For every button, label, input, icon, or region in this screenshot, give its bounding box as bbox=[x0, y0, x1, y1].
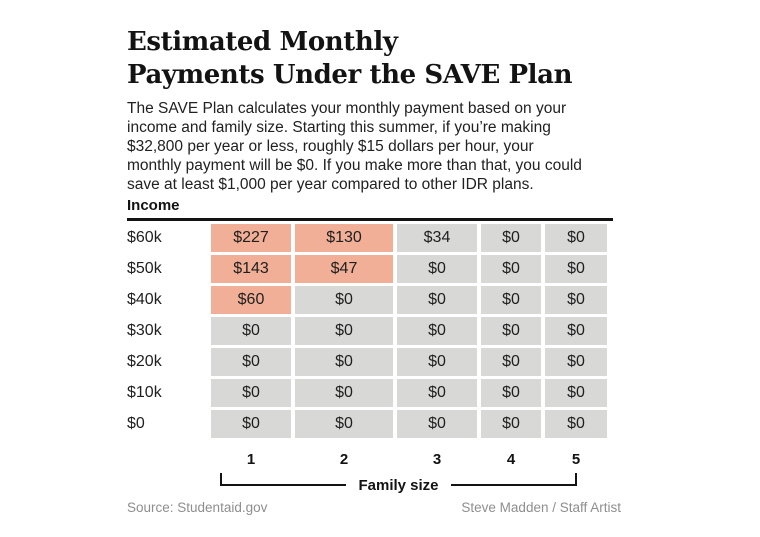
payment-cell: $0 bbox=[397, 410, 477, 438]
description-line: monthly payment will be $0. If you make … bbox=[127, 157, 582, 174]
footer: Source: Studentaid.gov Steve Madden / St… bbox=[127, 500, 621, 515]
family-size-tick: 3 bbox=[432, 450, 442, 468]
payment-cell: $34 bbox=[397, 224, 477, 252]
payment-cell: $0 bbox=[545, 255, 607, 283]
payment-cell: $0 bbox=[397, 317, 477, 345]
family-size-tick: 4 bbox=[506, 450, 516, 468]
payment-cell: $0 bbox=[481, 224, 541, 252]
payment-cell: $0 bbox=[545, 224, 607, 252]
payment-cell: $0 bbox=[295, 317, 393, 345]
income-axis-label: Income bbox=[127, 197, 180, 214]
payment-cell: $0 bbox=[481, 317, 541, 345]
payment-cell: $0 bbox=[295, 379, 393, 407]
source-credit: Source: Studentaid.gov bbox=[127, 500, 268, 515]
description-line: save at least $1,000 per year compared t… bbox=[127, 176, 534, 193]
payment-cell: $0 bbox=[211, 379, 291, 407]
income-row-label: $30k bbox=[127, 322, 162, 339]
chart-description: The SAVE Plan calculates your monthly pa… bbox=[127, 99, 627, 194]
payment-cell: $227 bbox=[211, 224, 291, 252]
payment-cell: $143 bbox=[211, 255, 291, 283]
income-row-label: $20k bbox=[127, 353, 162, 370]
graphic-content: Estimated Monthly Payments Under the SAV… bbox=[127, 26, 627, 493]
payment-cell: $60 bbox=[211, 286, 291, 314]
income-row-label: $40k bbox=[127, 291, 162, 308]
family-size-tick: 1 bbox=[246, 450, 256, 468]
payment-cell: $0 bbox=[481, 286, 541, 314]
payment-cell: $0 bbox=[397, 255, 477, 283]
payment-table: $60k $227 $130 $34 $0 $0 $50k $143 $47 $… bbox=[127, 224, 607, 468]
payment-cell: $0 bbox=[545, 410, 607, 438]
income-row-label: $60k bbox=[127, 229, 162, 246]
payment-cell: $0 bbox=[545, 286, 607, 314]
chart-title: Estimated Monthly Payments Under the SAV… bbox=[127, 26, 627, 92]
income-row-label: $10k bbox=[127, 384, 162, 401]
bracket-right-line bbox=[450, 473, 578, 486]
chart-title-line-1: Estimated Monthly bbox=[127, 27, 398, 57]
payment-cell: $0 bbox=[295, 410, 393, 438]
payment-cell: $0 bbox=[211, 317, 291, 345]
artist-credit: Steve Madden / Staff Artist bbox=[461, 500, 621, 515]
payment-cell: $0 bbox=[397, 286, 477, 314]
family-size-tick: 5 bbox=[571, 450, 581, 468]
payment-cell: $0 bbox=[295, 348, 393, 376]
axis-spacer bbox=[127, 441, 207, 459]
payment-cell: $0 bbox=[397, 348, 477, 376]
payment-cell: $130 bbox=[295, 224, 393, 252]
description-line: income and family size. Starting this su… bbox=[127, 119, 551, 136]
description-line: The SAVE Plan calculates your monthly pa… bbox=[127, 100, 567, 117]
income-row-label: $0 bbox=[127, 415, 145, 432]
family-size-axis-label: Family size bbox=[358, 477, 439, 494]
payment-cell: $0 bbox=[211, 348, 291, 376]
payment-cell: $0 bbox=[481, 410, 541, 438]
payment-cell: $0 bbox=[481, 379, 541, 407]
chart-title-line-2: Payments Under the SAVE Plan bbox=[127, 60, 573, 90]
bracket-left-line bbox=[220, 473, 347, 486]
description-line: $32,800 per year or less, roughly $15 do… bbox=[127, 138, 534, 155]
payment-cell: $0 bbox=[481, 348, 541, 376]
payment-cell: $0 bbox=[397, 379, 477, 407]
payment-cell: $0 bbox=[545, 379, 607, 407]
payment-cell: $0 bbox=[295, 286, 393, 314]
axis-rule bbox=[127, 218, 613, 221]
family-size-bracket: Family size bbox=[220, 473, 578, 493]
income-row-label: $50k bbox=[127, 260, 162, 277]
payment-cell: $0 bbox=[481, 255, 541, 283]
payment-cell: $0 bbox=[545, 317, 607, 345]
family-size-tick: 2 bbox=[339, 450, 349, 468]
payment-cell: $0 bbox=[211, 410, 291, 438]
payment-cell: $47 bbox=[295, 255, 393, 283]
payment-cell: $0 bbox=[545, 348, 607, 376]
